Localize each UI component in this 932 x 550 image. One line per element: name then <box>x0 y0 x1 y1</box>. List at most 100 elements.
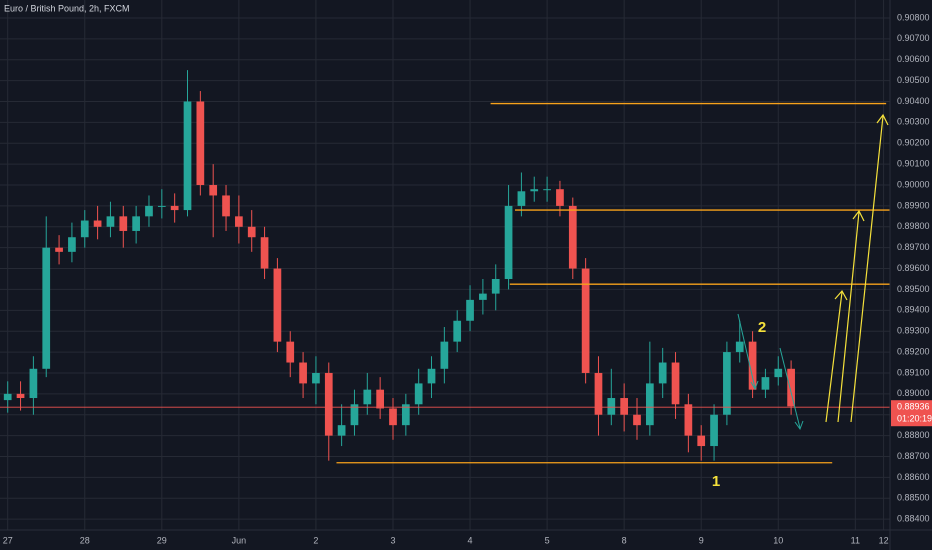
candle-body <box>93 220 102 227</box>
candle-body <box>491 278 500 294</box>
candle-body <box>748 341 757 390</box>
candle-body <box>466 299 474 321</box>
candle-body <box>607 398 616 415</box>
candle-body <box>273 268 282 342</box>
y-tick-label: 0.89100 <box>897 367 930 377</box>
y-tick-label: 0.90200 <box>897 138 930 148</box>
candle-body <box>363 389 372 405</box>
candle-body <box>170 205 179 211</box>
candle-body <box>312 372 320 384</box>
x-tick-label: 11 <box>851 535 860 545</box>
x-tick-label: 3 <box>390 535 395 545</box>
y-tick-label: 0.88400 <box>897 514 930 524</box>
y-tick-label: 0.90100 <box>897 159 930 169</box>
candle-body <box>145 205 153 217</box>
y-tick-label: 0.89800 <box>897 221 930 231</box>
candle-body <box>337 425 346 436</box>
candle-body <box>16 393 25 399</box>
candle-body <box>222 195 230 217</box>
arrow <box>837 211 860 423</box>
candle-body <box>389 408 397 426</box>
candle-body <box>286 341 295 363</box>
candle-body <box>671 362 680 405</box>
arrow-head <box>834 289 848 301</box>
arrow-head <box>876 113 889 126</box>
candle-body <box>440 341 449 369</box>
candle-body <box>209 185 218 196</box>
arrow-head <box>750 380 759 391</box>
x-tick-label: 4 <box>468 535 473 545</box>
y-tick-label: 0.89300 <box>897 326 930 336</box>
x-tick-label: 29 <box>157 535 167 545</box>
y-tick-label: 0.88800 <box>897 430 930 440</box>
last-price-box <box>891 400 932 427</box>
candle-body <box>427 368 436 384</box>
grid <box>0 0 890 530</box>
y-tick-label: 0.89600 <box>897 263 930 273</box>
candle-body <box>260 237 269 269</box>
y-tick-label: 0.89900 <box>897 200 930 210</box>
candle-body <box>350 404 359 426</box>
y-tick-label: 0.88500 <box>897 493 930 503</box>
candle-body <box>157 205 166 207</box>
candle-body <box>697 435 706 447</box>
candle-body <box>235 216 243 227</box>
y-tick-label: 0.90000 <box>897 179 930 189</box>
y-tick-label: 0.90300 <box>897 117 930 127</box>
x-tick-label: 12 <box>879 535 889 545</box>
candle-body <box>324 372 333 436</box>
x-tick-label: Jun <box>232 535 247 545</box>
candle-body <box>543 189 551 191</box>
candle-body <box>504 205 513 279</box>
candle-body <box>761 377 770 390</box>
candle-body <box>517 191 526 206</box>
price-axis <box>890 0 932 550</box>
candle-body <box>401 404 410 426</box>
teal-arrows <box>737 313 804 431</box>
candle-body <box>684 404 693 436</box>
candle-body <box>183 101 192 211</box>
arrow <box>825 291 843 423</box>
y-tick-label: 0.89000 <box>897 388 930 398</box>
countdown: 01:20:19 <box>897 414 932 424</box>
x-tick-label: 27 <box>3 535 13 545</box>
candle-body <box>658 362 667 384</box>
annotation: 1 <box>712 473 720 490</box>
candle-body <box>3 393 12 401</box>
candle-body <box>556 189 564 206</box>
y-tick-label: 0.90400 <box>897 96 930 106</box>
candle-body <box>196 101 205 186</box>
candle-body <box>55 247 63 252</box>
y-tick-label: 0.89400 <box>897 305 930 315</box>
arrow <box>737 313 756 389</box>
candle-body <box>479 293 487 300</box>
candle-body <box>453 320 462 342</box>
candle-body <box>735 341 744 353</box>
candle-body <box>80 220 89 238</box>
candle-body <box>774 368 783 378</box>
candle-body <box>530 189 539 192</box>
last-price-label: 0.88936 <box>897 402 930 412</box>
candle-body <box>620 398 629 415</box>
candle-body <box>581 268 590 373</box>
candle-body <box>68 237 76 252</box>
y-tick-label: 0.89200 <box>897 346 930 356</box>
y-tick-label: 0.88600 <box>897 472 930 482</box>
candle-body <box>568 205 577 269</box>
x-tick-label: 8 <box>622 535 627 545</box>
candle-body <box>42 247 51 369</box>
arrow-head <box>852 209 865 222</box>
candle-body <box>132 216 140 231</box>
y-tick-label: 0.90800 <box>897 12 930 22</box>
drawings <box>737 113 889 431</box>
candle-body <box>119 216 128 231</box>
candle-body <box>723 352 731 415</box>
annotation: 2 <box>758 319 766 336</box>
x-tick-label: 5 <box>545 535 550 545</box>
candle-body <box>376 389 384 409</box>
x-tick-label: 28 <box>80 535 90 545</box>
chart-title: Euro / British Pound, 2h, FXCM <box>4 3 130 13</box>
candle-body <box>29 368 38 399</box>
candle-body <box>106 216 115 227</box>
